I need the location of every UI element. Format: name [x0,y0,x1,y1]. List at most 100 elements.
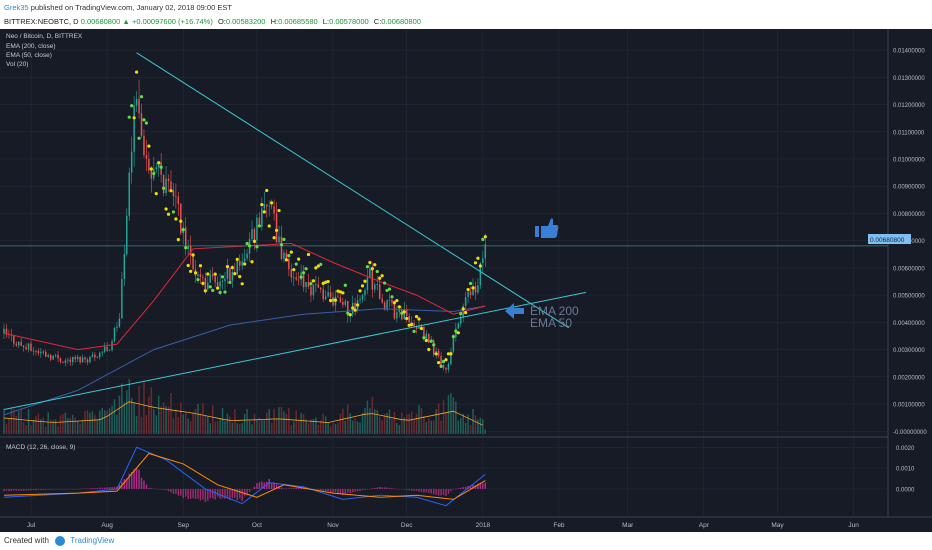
macd-histogram-bar [442,488,445,496]
candle-body [337,296,339,298]
candle-body [162,174,165,194]
candle-body [457,323,460,329]
volume-bar [175,409,177,434]
volume-bar [280,407,283,434]
macd-histogram-bar [184,488,187,497]
candle-body [266,204,268,207]
volume-bars [3,379,487,434]
volume-bar [153,409,155,434]
volume-bar [47,412,49,434]
author-link[interactable]: Grek35 [4,3,29,12]
dot-marker [184,246,188,250]
volume-bar [315,417,317,434]
macd-histogram-bar [388,488,391,489]
volume-bar [189,421,192,434]
dot-marker [157,161,161,165]
dot-marker [333,298,338,302]
volume-bar [86,410,89,434]
candle-body [202,277,204,279]
candle-body [69,359,72,363]
volume-bar [275,418,278,434]
candle-body [327,292,329,297]
candle-body [54,354,57,356]
dot-marker [446,352,451,356]
annotation-ema50: EMA 50 [530,316,572,330]
candle-body [128,172,130,216]
macd-histogram-bar [450,488,452,492]
volume-bar [290,425,293,434]
macd-histogram-bar [351,488,354,493]
volume-bar [445,413,447,434]
macd-histogram-bar [391,488,393,489]
dot-marker [456,331,460,335]
candle-body [322,289,324,300]
volume-bar [317,424,320,434]
volume-bar [145,414,148,434]
dot-marker [260,202,264,207]
volume-bar [469,425,472,434]
volume-bar [403,417,405,434]
volume-bar [464,422,467,434]
dot-marker [174,217,178,221]
volume-bar [224,421,226,434]
chart-area[interactable]: 0.01400000 0.01300000 0.01200000 0.01100000… [0,29,932,532]
volume-bar [327,422,329,434]
volume-bar [459,418,462,434]
dot-marker [279,243,284,247]
volume-bar [474,415,477,434]
macd-histogram-bar [69,488,72,490]
volume-bar [64,412,67,434]
volume-bar [167,406,170,434]
dot-marker [208,285,212,289]
volume-bar [361,412,364,434]
macd-histogram-bar [231,488,234,498]
tradingview-brand[interactable]: TradingView [70,536,115,545]
chart-canvas[interactable]: 0.01400000 0.01300000 0.01200000 0.01100000… [0,29,932,532]
dot-marker [171,210,176,214]
candle-body [40,351,42,354]
volume-bar [388,409,391,434]
volume-bar [283,411,285,434]
macd-histogram-bar [261,481,263,489]
volume-bar [273,408,275,434]
candle-body [5,328,8,335]
macd-histogram-bar [236,488,239,501]
candle-body [94,354,96,358]
dot-marker [154,191,158,196]
candle-body [27,343,30,350]
macd-histogram-bar [280,487,283,489]
macd-histogram-bar [40,488,42,490]
macd-histogram-bar [5,488,8,491]
macd-histogram-bar [57,488,59,490]
x-tick-label: May [771,522,784,529]
dot-marker [385,288,389,293]
candle-body [477,285,479,293]
volume-bar [226,413,229,434]
macd-histogram-bar [339,488,342,495]
volume-bar [425,422,428,434]
volume-bar [295,410,297,434]
price-badge-text: 0.00680800 [870,237,905,244]
dot-marker [132,116,136,120]
volume-bar [310,419,312,434]
dot-marker [135,70,139,74]
dot-marker [287,253,291,258]
trendline-down [136,52,570,329]
volume-bar [450,392,452,434]
macd-histogram-bar [189,488,192,499]
dot-marker [166,212,171,216]
volume-bar [3,408,5,434]
dot-marker [432,343,436,347]
volume-bar [302,414,305,434]
annotation-ema200: EMA 200 [530,304,579,318]
candle-body [67,359,69,361]
dot-marker [439,364,443,368]
volume-bar [312,419,315,434]
volume-bar [155,415,157,434]
candle-body [408,315,410,323]
volume-bar [229,416,231,434]
volume-bar [364,408,366,434]
macd-histogram-bar [251,488,253,490]
volume-bar [381,420,383,434]
macd-histogram-bar [290,488,293,489]
